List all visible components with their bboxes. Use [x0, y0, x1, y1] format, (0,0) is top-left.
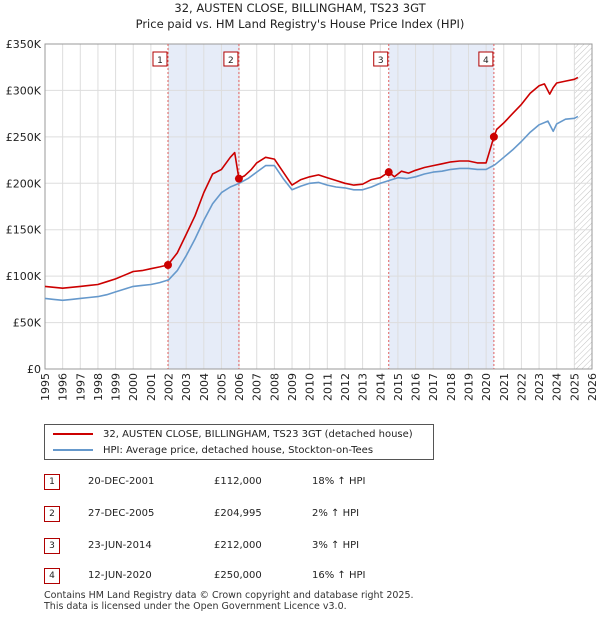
- sale-date: 20-DEC-2001: [88, 476, 155, 487]
- x-tick-label: 2014: [374, 373, 387, 401]
- x-tick-label: 2008: [268, 373, 281, 401]
- legend-label-property: 32, AUSTEN CLOSE, BILLINGHAM, TS23 3GT (…: [103, 429, 413, 440]
- x-tick-label: 2010: [304, 373, 317, 401]
- sale-number-box: [373, 51, 389, 67]
- sale-price: £212,000: [214, 540, 262, 551]
- sale-badge: 4: [44, 568, 60, 584]
- y-tick-label: £100K: [6, 270, 42, 283]
- chart-title: 32, AUSTEN CLOSE, BILLINGHAM, TS23 3GT: [174, 1, 426, 15]
- series-line-property: [44, 76, 579, 290]
- x-tick-label: 2017: [427, 373, 440, 401]
- sale-point: [163, 261, 172, 269]
- x-tick-label: 2023: [533, 373, 546, 401]
- x-tick-label: 2013: [357, 373, 370, 401]
- sale-date: 27-DEC-2005: [88, 508, 155, 519]
- x-tick-label: 2000: [127, 373, 140, 401]
- y-tick-label: £250K: [6, 131, 42, 144]
- x-tick-label: 2026: [586, 373, 599, 401]
- footer-line-1: Contains HM Land Registry data © Crown c…: [44, 590, 414, 601]
- x-tick-label: 2025: [568, 373, 581, 401]
- sale-hpi-change: 16% ↑ HPI: [312, 570, 366, 581]
- sale-date: 12-JUN-2020: [88, 570, 152, 581]
- footer-line-2: This data is licensed under the Open Gov…: [44, 601, 347, 612]
- sale-price: £250,000: [214, 570, 262, 581]
- plot-frame: [44, 43, 593, 370]
- series-line-hpi: [44, 115, 579, 302]
- y-tick-label: £300K: [6, 84, 42, 97]
- legend: 32, AUSTEN CLOSE, BILLINGHAM, TS23 3GT (…: [44, 424, 434, 460]
- x-tick-label: 2005: [215, 373, 228, 401]
- x-tick-label: 2024: [551, 373, 564, 401]
- x-tick-label: 1996: [57, 373, 70, 401]
- sale-row: 3 23-JUN-2014 £212,000 3% ↑ HPI: [44, 538, 384, 554]
- sale-number-label: 2: [228, 56, 234, 66]
- x-tick-label: 2018: [445, 373, 458, 401]
- sale-number-box: [223, 51, 239, 67]
- sale-hpi-change: 18% ↑ HPI: [312, 476, 366, 487]
- x-tick-label: 2015: [392, 373, 405, 401]
- sale-hpi-change: 3% ↑ HPI: [312, 540, 360, 551]
- x-tick-label: 1995: [39, 373, 52, 401]
- sale-number-box: [478, 51, 494, 67]
- sale-date: 23-JUN-2014: [88, 540, 152, 551]
- sale-price: £112,000: [214, 476, 262, 487]
- forecast-hatch: [574, 44, 592, 369]
- x-tick-label: 2019: [462, 373, 475, 401]
- x-tick-label: 2011: [321, 373, 334, 401]
- legend-blue-line: [53, 449, 93, 451]
- sale-badge: 3: [44, 538, 60, 554]
- sale-number-label: 3: [378, 56, 384, 66]
- sale-badge: 2: [44, 506, 60, 522]
- x-tick-label: 2022: [515, 373, 528, 401]
- sale-point: [384, 168, 393, 177]
- x-tick-label: 1999: [110, 373, 123, 401]
- y-tick-label: £150K: [6, 224, 42, 237]
- sale-row: 1 20-DEC-2001 £112,000 18% ↑ HPI: [44, 474, 384, 490]
- x-tick-label: 2009: [286, 373, 299, 401]
- price-chart: 32, AUSTEN CLOSE, BILLINGHAM, TS23 3GT P…: [6, 1, 599, 401]
- legend-item-hpi: HPI: Average price, detached house, Stoc…: [53, 443, 373, 459]
- x-tick-label: 2004: [198, 373, 211, 401]
- x-tick-label: 2002: [163, 373, 176, 401]
- chart-subtitle: Price paid vs. HM Land Registry's House …: [136, 17, 465, 31]
- legend-item-property: 32, AUSTEN CLOSE, BILLINGHAM, TS23 3GT (…: [53, 427, 413, 443]
- x-tick-label: 2012: [339, 373, 352, 401]
- x-tick-label: 2016: [410, 373, 423, 401]
- sale-badge: 1: [44, 474, 60, 490]
- plot-area: [45, 44, 592, 369]
- x-tick-label: 2007: [251, 373, 264, 401]
- legend-label-hpi: HPI: Average price, detached house, Stoc…: [103, 445, 374, 456]
- y-tick-label: £200K: [6, 177, 42, 190]
- sale-number-box: [152, 51, 168, 67]
- legend-red-line: [53, 433, 93, 435]
- x-tick-label: 2001: [145, 373, 158, 401]
- x-tick-label: 1998: [92, 373, 105, 401]
- sale-number-label: 4: [483, 56, 489, 66]
- x-tick-label: 2021: [498, 373, 511, 401]
- sale-hpi-change: 2% ↑ HPI: [312, 508, 360, 519]
- sale-price: £204,995: [214, 508, 262, 519]
- sale-row: 2 27-DEC-2005 £204,995 2% ↑ HPI: [44, 506, 384, 522]
- sale-row: 4 12-JUN-2020 £250,000 16% ↑ HPI: [44, 568, 384, 584]
- sale-number-label: 1: [157, 56, 163, 66]
- sale-point: [234, 174, 243, 183]
- x-tick-label: 1997: [74, 373, 87, 401]
- x-tick-label: 2006: [233, 373, 246, 401]
- sale-point: [489, 132, 498, 141]
- footer-attribution: Contains HM Land Registry data © Crown c…: [44, 590, 414, 612]
- y-tick-label: £0: [27, 363, 41, 376]
- x-tick-label: 2003: [180, 373, 193, 401]
- y-tick-label: £50K: [13, 317, 42, 330]
- x-tick-label: 2020: [480, 373, 493, 401]
- y-tick-label: £350K: [6, 38, 42, 51]
- shaded-range: [388, 44, 494, 369]
